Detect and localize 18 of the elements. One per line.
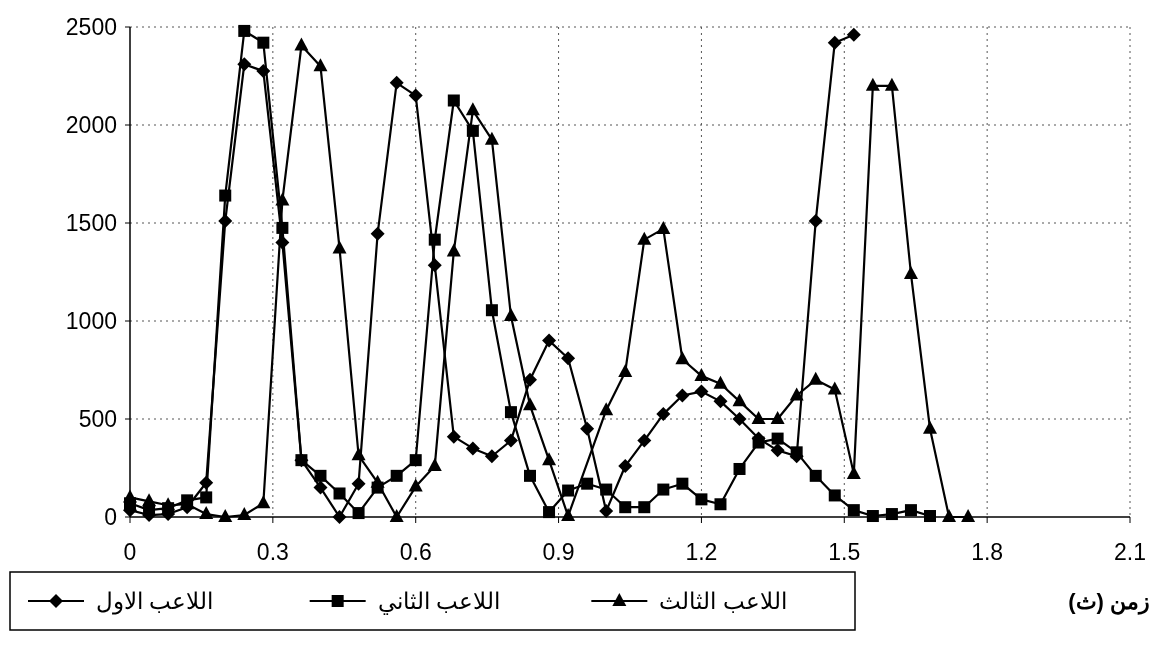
- y-tick-label: 0: [104, 504, 117, 530]
- x-tick-label: 0.3: [256, 539, 289, 565]
- y-tick-label: 500: [78, 406, 117, 432]
- legend-label: اللاعب الثالث: [659, 588, 787, 614]
- x-tick-label: 1.5: [828, 539, 861, 565]
- y-tick-label: 2500: [65, 14, 117, 40]
- legend-label: اللاعب الثاني: [377, 588, 501, 615]
- x-tick-label: 1.8: [971, 539, 1004, 565]
- x-tick-label: 0.6: [399, 539, 432, 565]
- x-tick-label: 0: [123, 539, 137, 565]
- x-tick-label: 2.1: [1114, 539, 1146, 565]
- y-tick-label: 1000: [65, 308, 117, 334]
- x-axis-title: زمن (ث): [1068, 589, 1150, 615]
- x-tick-label: 1.2: [685, 539, 718, 565]
- legend-label: اللاعب الاول: [96, 588, 214, 615]
- x-tick-label: 0.9: [542, 539, 575, 565]
- y-tick-label: 2000: [65, 112, 117, 138]
- y-tick-label: 1500: [65, 210, 117, 236]
